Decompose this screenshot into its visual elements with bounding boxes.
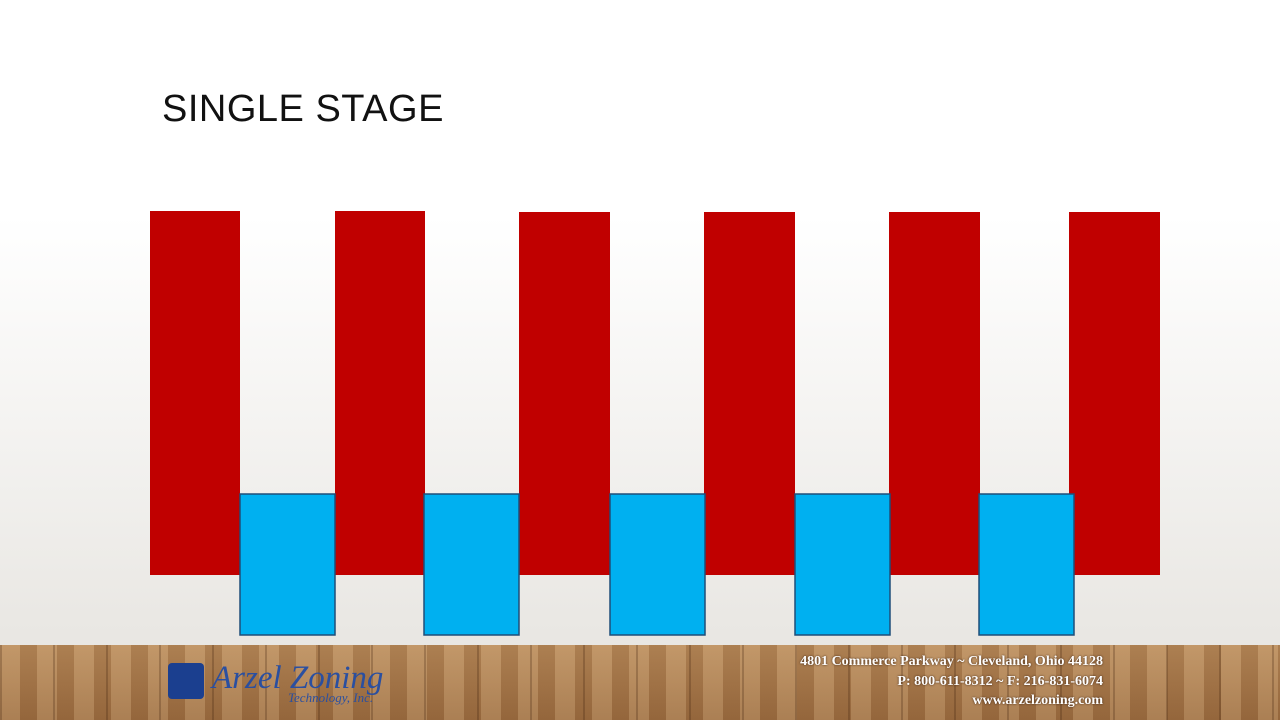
blue-bar bbox=[239, 493, 336, 636]
red-bar bbox=[519, 212, 610, 575]
blue-bar bbox=[423, 493, 520, 636]
red-bar bbox=[1069, 212, 1160, 575]
red-bar bbox=[150, 211, 240, 575]
blue-bar bbox=[609, 493, 706, 636]
logo: Arzel Zoning Technology, Inc. bbox=[168, 660, 438, 710]
red-bar bbox=[889, 212, 980, 575]
slide-title: SINGLE STAGE bbox=[162, 88, 444, 130]
red-bars bbox=[150, 211, 1160, 575]
red-bar bbox=[335, 211, 425, 575]
logo-subtitle: Technology, Inc. bbox=[288, 690, 374, 705]
website: www.arzelzoning.com bbox=[972, 693, 1103, 708]
logo-icon bbox=[168, 663, 204, 699]
logo-name: Arzel Zoning bbox=[212, 660, 384, 696]
phone: P: 800-611-8312 ~ F: 216-831-6074 bbox=[897, 673, 1103, 689]
blue-bar bbox=[978, 493, 1075, 636]
wood-floor bbox=[0, 645, 1280, 720]
blue-bar bbox=[794, 493, 891, 636]
contact-info: 4801 Commerce Parkway ~ Cleveland, Ohio … bbox=[800, 652, 1103, 711]
blue-bars bbox=[239, 493, 1075, 636]
red-bar bbox=[704, 212, 795, 575]
address: 4801 Commerce Parkway ~ Cleveland, Ohio … bbox=[800, 654, 1103, 669]
